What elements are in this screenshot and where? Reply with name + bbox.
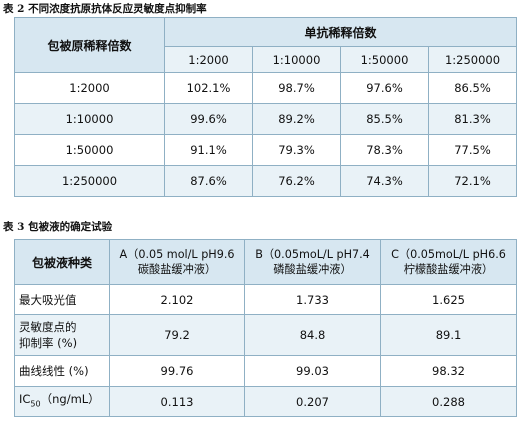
table2-caption: 表 2 不同浓度抗原抗体反应灵敏度点抑制率 [3,3,207,15]
table-row: 曲线线性 (%) 99.76 99.03 98.32 [14,355,517,387]
table2-group-header: 单抗稀释倍数 [163,17,518,47]
table-cell: 91.1% [164,134,253,166]
table-cell: 99.6% [164,103,253,135]
table-cell: 85.5% [340,103,429,135]
table-cell: 102.1% [164,72,253,104]
table-cell: 89.1 [380,314,517,356]
table2-col-header: 1:10000 [252,46,341,73]
col-header-line2: 磷酸盐缓冲液） [273,263,352,276]
table-cell: 79.3% [252,134,341,166]
ic-unit: （ng/mL） [40,391,100,406]
table-cell: 72.1% [427,165,518,197]
row-label-line2: 抑制率 (%) [19,336,78,350]
table2: 包被原稀释倍数 单抗稀释倍数 1:2000 1:10000 1:50000 1:… [14,17,518,197]
row-label: 最大吸光值 [14,284,110,315]
table-cell: 0.207 [244,386,381,417]
col-header-line1: C（0.05moL/L pH6.6 [391,248,506,261]
table-row: 最大吸光值 2.102 1.733 1.625 [14,284,517,315]
table-cell: 0.288 [380,386,517,417]
table-row: 1:10000 99.6% 89.2% 85.5% 81.3% [14,103,518,135]
table-cell: 1.625 [380,284,517,315]
table2-col-header: 1:50000 [340,46,429,73]
table-cell: 86.5% [427,72,518,104]
table-cell: 0.113 [109,386,245,417]
table-row: 1:50000 91.1% 79.3% 78.3% 77.5% [14,134,518,166]
table-row: 1:250000 87.6% 76.2% 74.3% 72.1% [14,165,518,197]
table-cell: 99.76 [109,355,245,387]
row-label: 1:250000 [14,165,165,197]
row-label: IC50（ng/mL） [14,386,110,417]
col-header-line2: 碳酸盐缓冲液） [137,263,217,276]
ic-label: IC [19,391,31,406]
table3-caption: 表 3 包被液的确定试验 [3,221,113,233]
row-label: 1:10000 [14,103,165,135]
table3-col-header: C（0.05moL/L pH6.6 柠檬酸盐缓冲液） [380,239,517,285]
table-cell: 77.5% [427,134,518,166]
table-row: IC50（ng/mL） 0.113 0.207 0.288 [14,386,517,417]
table3-row-header: 包被液种类 [14,239,110,285]
table-row: 1:2000 102.1% 98.7% 97.6% 86.5% [14,72,518,104]
col-header-line1: B（0.05moL/L pH7.4 [255,248,370,261]
table-cell: 99.03 [244,355,381,387]
ic-subscript: 50 [30,399,41,409]
row-label: 曲线线性 (%) [14,355,110,387]
table3: 包被液种类 A（0.05 mol/L pH9.6 碳酸盐缓冲液） B（0.05m… [14,239,517,417]
table-cell: 97.6% [340,72,429,104]
table3-col-header: A（0.05 mol/L pH9.6 碳酸盐缓冲液） [109,239,245,285]
table-cell: 1.733 [244,284,381,315]
table-cell: 98.7% [252,72,341,104]
col-header-line1: A（0.05 mol/L pH9.6 [119,248,235,261]
table-cell: 87.6% [164,165,253,197]
col-header-line2: 柠檬酸盐缓冲液） [403,263,494,276]
table-cell: 79.2 [109,314,245,356]
row-label: 1:50000 [14,134,165,166]
table2-col-header: 1:2000 [164,46,253,73]
row-label-line1: 灵敏度点的 [19,320,77,334]
table2-col-header: 1:250000 [427,46,518,73]
table-cell: 2.102 [109,284,245,315]
table-cell: 98.32 [380,355,517,387]
table-cell: 81.3% [427,103,518,135]
row-label: 1:2000 [14,72,165,104]
row-label: 灵敏度点的 抑制率 (%) [14,314,110,356]
table3-col-header: B（0.05moL/L pH7.4 磷酸盐缓冲液） [244,239,381,285]
table-row: 灵敏度点的 抑制率 (%) 79.2 84.8 89.1 [14,314,517,356]
table-cell: 89.2% [252,103,341,135]
table2-row-header: 包被原稀释倍数 [14,17,165,73]
table-cell: 76.2% [252,165,341,197]
table-cell: 78.3% [340,134,429,166]
table-cell: 84.8 [244,314,381,356]
table-cell: 74.3% [340,165,429,197]
